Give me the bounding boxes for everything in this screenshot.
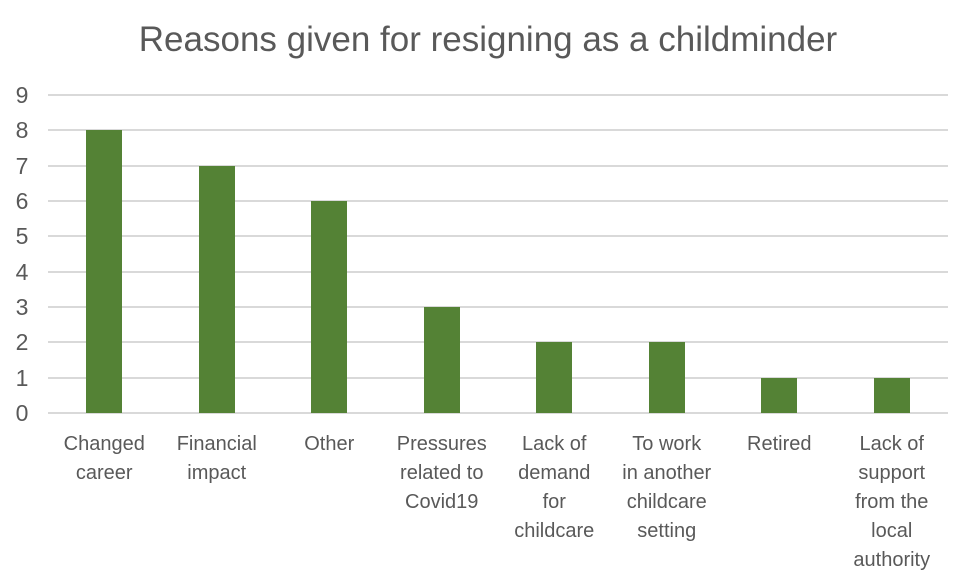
x-axis-labels: Changed career Financial impact Other Press… (48, 430, 948, 575)
gridline (48, 376, 948, 379)
chart-title: Reasons given for resigning as a childmi… (138, 20, 838, 59)
x-axis-label: Lack of demand for childcare (514, 433, 595, 542)
bar-slot (836, 95, 949, 413)
gridline (48, 200, 948, 202)
x-axis-label: Pressures related to Covid19 (396, 433, 487, 513)
bar-5 (648, 342, 685, 413)
y-tick-label: 1 (15, 364, 29, 391)
gridline (48, 129, 948, 132)
bars-row (48, 95, 948, 413)
bar-slot (161, 95, 274, 413)
y-tick-label: 5 (15, 223, 29, 250)
y-tick-label: 2 (15, 329, 29, 356)
bar-7 (873, 377, 910, 413)
bar-6 (761, 377, 798, 413)
x-axis-label: To work in another childcare setting (622, 433, 712, 542)
y-tick-label: 6 (15, 188, 29, 214)
y-tick-label: 3 (15, 294, 29, 320)
x-axis-label: Retired (747, 433, 812, 455)
x-axis-label: Financial impact (176, 433, 257, 484)
gridline (48, 341, 948, 344)
y-tick-label: 7 (15, 152, 29, 179)
bar-slot (611, 95, 724, 413)
bar-slot (48, 95, 161, 413)
y-tick-label: 8 (15, 117, 29, 144)
bar-slot (386, 95, 499, 413)
gridline (48, 306, 948, 308)
bar-slot (498, 95, 611, 413)
y-tick-label: 0 (15, 400, 29, 426)
x-axis-label: Other (304, 433, 355, 455)
bar-3 (423, 307, 460, 413)
bar-slot (273, 95, 386, 413)
gridline (48, 94, 948, 96)
gridline (48, 235, 948, 238)
bar-2 (311, 201, 348, 413)
bar-1 (198, 165, 235, 413)
y-tick-label: 4 (15, 258, 29, 285)
gridline (48, 412, 948, 414)
gridline (48, 270, 948, 273)
x-axis-label: Changed career (63, 433, 145, 484)
y-tick-label: 9 (15, 82, 29, 108)
x-axis-label: Lack of support from the local authority (853, 433, 931, 571)
bar-4 (536, 342, 573, 413)
bar-0 (86, 130, 123, 413)
gridline (48, 164, 948, 167)
plot-area (48, 94, 948, 414)
bar-slot (723, 95, 836, 413)
